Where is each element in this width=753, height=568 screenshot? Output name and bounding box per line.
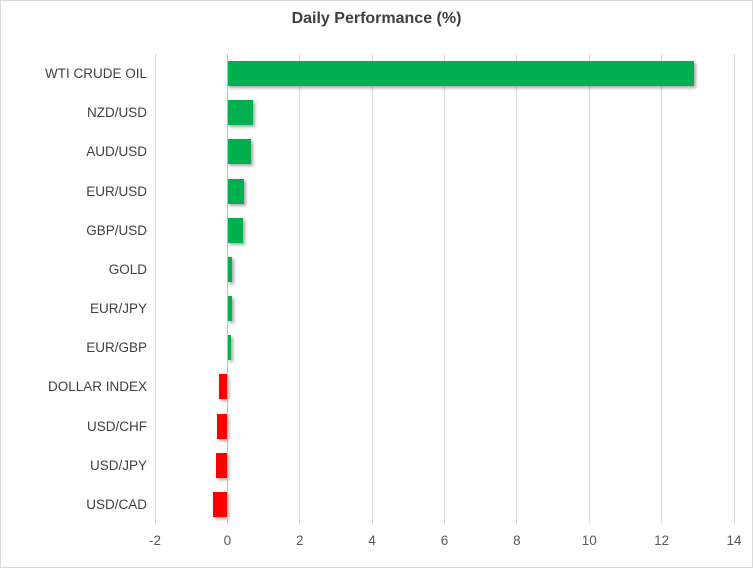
plot-area <box>154 54 735 524</box>
bar-usd-cad <box>212 491 228 517</box>
category-label: EUR/JPY <box>89 301 147 316</box>
value-axis: -2 0 2 4 6 8 10 12 14 <box>149 533 742 553</box>
category-label: WTI CRUDE OIL <box>44 66 147 81</box>
zero-axis-line <box>226 54 228 524</box>
bar-dollar-index <box>219 374 228 400</box>
gridline <box>516 54 518 524</box>
category-label: EUR/USD <box>86 183 147 199</box>
category-label: EUR/GBP <box>86 340 147 356</box>
x-tick-label: 4 <box>368 533 376 548</box>
x-tick-label: 6 <box>440 533 449 548</box>
gridline <box>588 54 590 524</box>
bar-usd-chf <box>216 413 228 439</box>
gridline <box>733 54 735 524</box>
bar-eur-gbp <box>227 335 231 361</box>
category-label: USD/JPY <box>89 457 147 473</box>
bar-nzd-usd <box>227 100 253 126</box>
category-label: USD/CAD <box>86 496 147 512</box>
bar-wti-crude-oil <box>227 61 695 87</box>
gridline <box>299 54 301 524</box>
bar-eur-jpy <box>227 296 232 322</box>
x-tick-label: 8 <box>513 533 521 548</box>
gridline <box>371 54 373 524</box>
x-tick-label: 14 <box>726 533 742 548</box>
bar-aud-usd <box>227 139 251 165</box>
bar-gbp-usd <box>227 217 243 243</box>
category-label: NZD/USD <box>87 105 147 121</box>
bar-eur-usd <box>227 178 244 204</box>
x-tick-label: 12 <box>654 533 670 548</box>
category-axis: WTI CRUDE OIL NZD/USD AUD/USD EUR/USD GBP/US… <box>1 54 147 524</box>
x-tick-label: 0 <box>223 533 232 548</box>
bar-gold <box>227 256 233 282</box>
gridline <box>444 54 445 524</box>
x-tick-label: 10 <box>581 533 597 548</box>
category-label: GOLD <box>108 261 147 277</box>
chart-title: Daily Performance (%) <box>291 10 462 27</box>
x-tick-label: -2 <box>148 533 161 548</box>
bar-usd-jpy <box>216 452 228 478</box>
category-label: AUD/USD <box>86 144 147 160</box>
category-label: DOLLAR INDEX <box>47 379 147 395</box>
category-label: GBP/USD <box>86 222 147 238</box>
gridline <box>154 54 156 524</box>
gridline <box>661 54 663 524</box>
category-label: USD/CHF <box>87 418 147 434</box>
x-tick-label: 2 <box>295 533 304 548</box>
